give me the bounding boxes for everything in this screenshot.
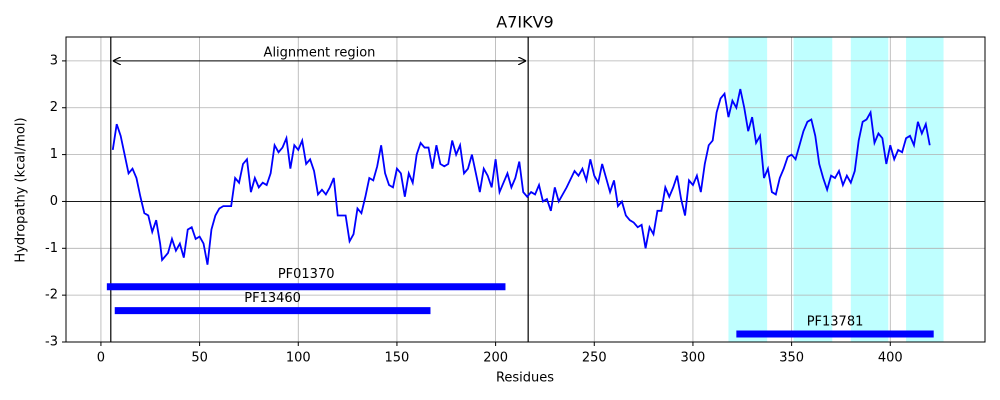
y-tick-label: 2 — [50, 100, 58, 115]
chart-title: A7IKV9 — [496, 13, 553, 32]
x-tick-label: 250 — [582, 351, 607, 366]
y-tick-label: 0 — [50, 194, 58, 209]
y-tick-label: -2 — [45, 288, 58, 303]
y-axis-label: Hydropathy (kcal/mol) — [14, 117, 29, 262]
y-tick-label: -3 — [45, 335, 58, 350]
domain-label: PF13781 — [807, 315, 864, 330]
y-tick-label: 1 — [50, 147, 58, 162]
hydropathy-line — [111, 88, 931, 265]
tm-region — [728, 37, 768, 342]
domain-label: PF01370 — [278, 267, 335, 282]
tm-region — [793, 37, 833, 342]
tm-region — [906, 37, 944, 342]
x-tick-label: 50 — [191, 351, 208, 366]
x-axis-label: Residues — [496, 371, 554, 386]
x-tick-label: 150 — [385, 351, 410, 366]
y-tick-label: -1 — [45, 241, 58, 256]
alignment-label: Alignment region — [264, 45, 376, 60]
tm-region — [850, 37, 889, 342]
x-tick-label: 200 — [483, 351, 508, 366]
x-tick-label: 350 — [779, 351, 804, 366]
x-tick-label: 400 — [878, 351, 903, 366]
domain-label: PF13460 — [244, 291, 301, 306]
x-tick-label: 0 — [97, 351, 105, 366]
x-tick-label: 300 — [681, 351, 706, 366]
y-tick-label: 3 — [50, 53, 58, 68]
x-tick-label: 100 — [286, 351, 311, 366]
plot-frame — [65, 36, 986, 343]
